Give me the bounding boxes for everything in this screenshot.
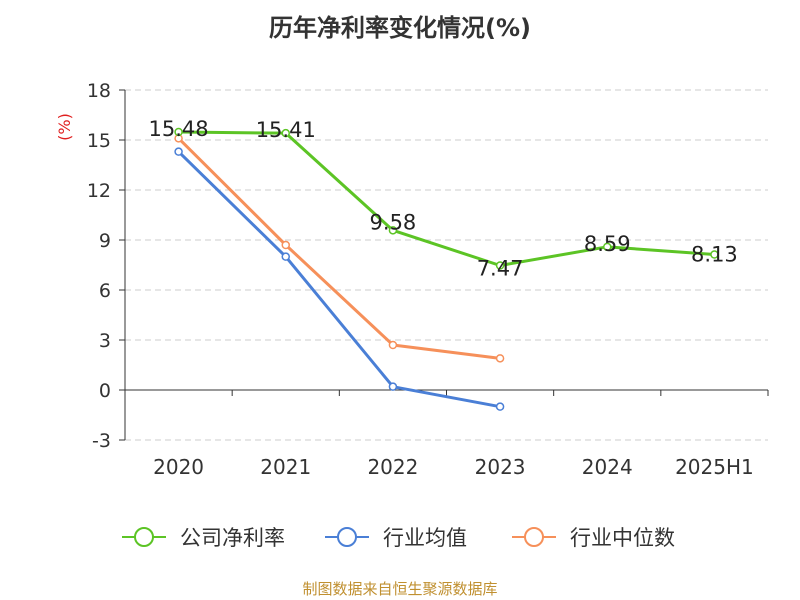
x-tick-label: 2025H1: [675, 455, 754, 479]
data-point: [388, 340, 398, 350]
data-label: 15.48: [149, 117, 209, 141]
y-tick-label: 3: [99, 330, 111, 352]
data-label: 9.58: [370, 210, 417, 234]
data-point: [495, 354, 505, 363]
legend-marker-icon: [524, 527, 544, 547]
source-note: 制图数据来自恒生聚源数据库: [302, 580, 498, 598]
x-tick-label: 2021: [260, 455, 311, 479]
legend-label: 公司净利率: [180, 526, 285, 550]
x-tick-label: 2023: [475, 455, 526, 479]
data-point: [495, 261, 505, 270]
data-point: [174, 147, 183, 156]
x-tick-label: 2020: [153, 455, 204, 479]
chart-title: 历年净利率变化情况(%): [269, 14, 531, 42]
data-point: [174, 127, 183, 137]
data-point: [281, 252, 290, 261]
data-point: [281, 240, 290, 250]
legend-label: 行业均值: [383, 526, 467, 550]
y-tick-label: 12: [87, 180, 111, 202]
data-label: 8.59: [584, 232, 631, 256]
y-axis-label: (%): [55, 113, 74, 141]
data-label: 8.13: [691, 243, 738, 267]
y-tick-label: 15: [87, 130, 111, 152]
series-line: [178, 130, 715, 267]
data-point: [603, 242, 612, 252]
y-tick-label: -3: [92, 430, 111, 452]
data-point: [710, 250, 719, 259]
series-line: [177, 137, 501, 360]
y-tick-label: 0: [99, 380, 111, 402]
legend-marker-icon: [134, 527, 154, 547]
data-point: [388, 382, 398, 391]
x-tick-label: 2024: [582, 455, 633, 479]
legend-marker-icon: [337, 527, 357, 547]
data-point: [281, 128, 290, 138]
y-tick-label: 18: [87, 80, 111, 102]
data-label: 7.47: [477, 257, 524, 281]
legend-label: 行业中位数: [570, 526, 675, 550]
x-tick-label: 2022: [367, 455, 418, 479]
series-line: [177, 150, 501, 409]
data-label: 15.41: [256, 118, 316, 142]
y-tick-label: 9: [99, 230, 111, 252]
y-tick-label: 6: [99, 280, 111, 302]
data-point: [388, 226, 398, 235]
data-point: [495, 402, 505, 411]
